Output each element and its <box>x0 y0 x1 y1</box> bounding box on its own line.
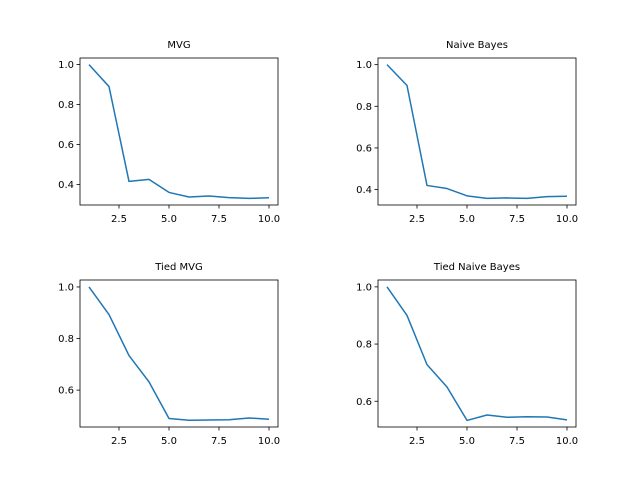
y-tick-label: 0.6 <box>58 140 74 151</box>
x-tick-label: 7.5 <box>509 436 525 447</box>
y-tick-label: 1.0 <box>58 60 74 71</box>
x-tick-label: 10.0 <box>258 436 280 447</box>
x-tick-label: 5.0 <box>459 436 475 447</box>
subplot-4: Tied Naive Bayes 2.5 5.0 7.5 10.0 0.6 0.8 1.0 <box>356 262 578 447</box>
y-tick-label: 0.4 <box>356 185 372 196</box>
y-tick-label: 1.0 <box>58 282 74 293</box>
y-tick-label: 0.4 <box>58 180 74 191</box>
axes-frame <box>377 279 577 428</box>
x-tick-label: 10.0 <box>556 214 578 225</box>
subplot-title: MVG <box>167 40 190 51</box>
series-line <box>386 286 568 422</box>
x-tick-label: 2.5 <box>111 214 127 225</box>
subplot-3: Tied MVG 2.5 5.0 7.5 10.0 0.6 0.8 1.0 <box>58 262 280 447</box>
subplot-title: Naive Bayes <box>446 40 508 51</box>
series-line <box>88 64 270 200</box>
y-tick-label: 0.8 <box>356 340 372 351</box>
subplot-title: Tied Naive Bayes <box>433 262 520 273</box>
axes-frame <box>79 57 279 206</box>
x-tick-label: 5.0 <box>459 214 475 225</box>
y-tick-label: 1.0 <box>356 60 372 71</box>
x-tick-label: 2.5 <box>111 436 127 447</box>
axes-frame <box>79 279 279 428</box>
axes-frame <box>377 57 577 206</box>
x-tick-label: 7.5 <box>211 436 227 447</box>
x-tick-label: 7.5 <box>211 214 227 225</box>
y-tick-label: 0.6 <box>356 397 372 408</box>
y-tick-label: 0.8 <box>58 334 74 345</box>
y-tick-label: 0.8 <box>356 102 372 113</box>
x-tick-label: 10.0 <box>556 436 578 447</box>
y-tick-label: 0.6 <box>356 143 372 154</box>
y-tick-label: 0.6 <box>58 386 74 397</box>
x-tick-label: 10.0 <box>258 214 280 225</box>
subplot-1: MVG 2.5 5.0 7.5 10.0 0.4 0.6 0.8 1.0 <box>58 40 280 225</box>
series-line <box>386 64 568 200</box>
x-tick-label: 5.0 <box>161 214 177 225</box>
y-tick-label: 1.0 <box>356 282 372 293</box>
x-tick-label: 7.5 <box>509 214 525 225</box>
y-tick-label: 0.8 <box>58 100 74 111</box>
x-tick-label: 2.5 <box>409 214 425 225</box>
x-tick-label: 5.0 <box>161 436 177 447</box>
series-line <box>88 286 270 422</box>
x-tick-label: 2.5 <box>409 436 425 447</box>
subplot-2: Naive Bayes 2.5 5.0 7.5 10.0 0.4 0.6 0.8 1.0 <box>356 40 578 225</box>
subplot-title: Tied MVG <box>154 262 202 273</box>
